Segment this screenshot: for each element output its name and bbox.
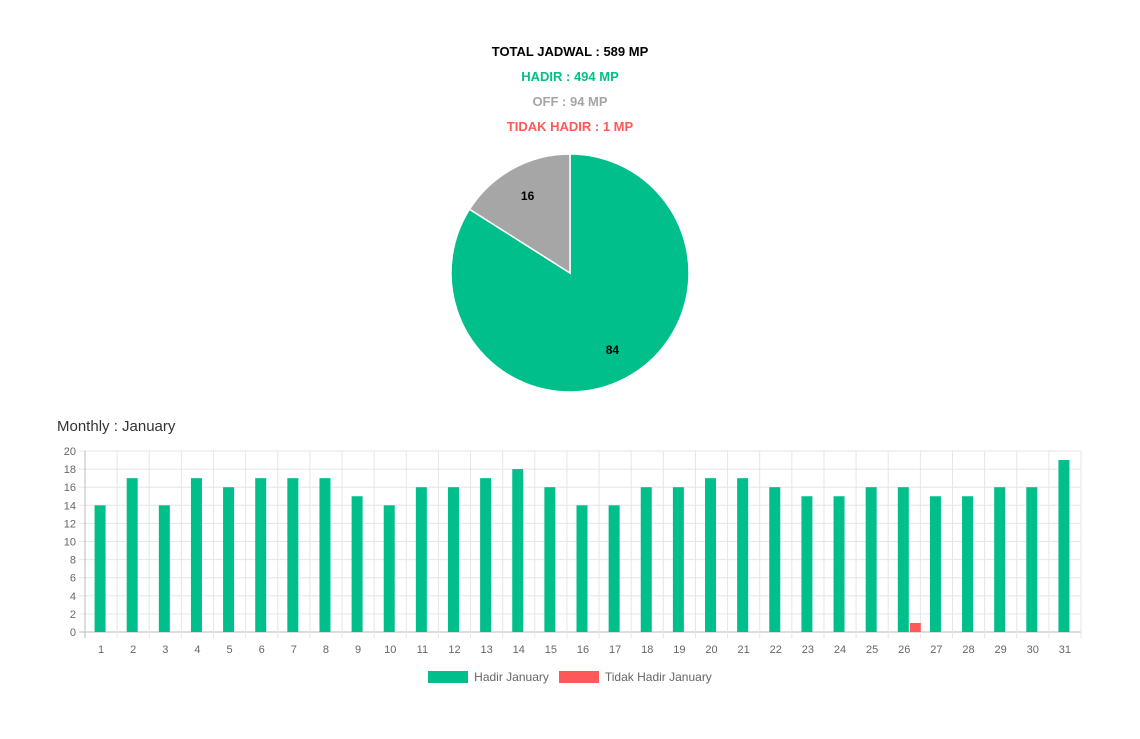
x-tick-label: 6 — [259, 644, 265, 656]
bar-hadir[interactable] — [929, 496, 941, 632]
x-tick-label: 5 — [227, 644, 233, 656]
bar-hadir[interactable] — [480, 478, 492, 632]
x-tick-label: 3 — [162, 644, 168, 656]
bar-hadir[interactable] — [865, 487, 877, 632]
bar-hadir[interactable] — [287, 478, 299, 632]
bar-hadir[interactable] — [897, 487, 909, 632]
bar-hadir[interactable] — [544, 487, 556, 632]
x-tick-label: 4 — [194, 644, 200, 656]
bar-hadir[interactable] — [962, 496, 974, 632]
x-tick-label: 8 — [323, 644, 329, 656]
y-tick-label: 8 — [70, 555, 76, 567]
x-tick-label: 12 — [448, 644, 460, 656]
legend-swatch-hadir — [428, 671, 469, 683]
y-tick-label: 2 — [70, 609, 76, 621]
y-tick-label: 10 — [64, 537, 76, 549]
x-tick-label: 17 — [609, 644, 621, 656]
y-tick-label: 4 — [70, 591, 76, 603]
y-tick-label: 16 — [64, 482, 76, 494]
bar-hadir[interactable] — [255, 478, 267, 632]
x-tick-label: 16 — [577, 644, 589, 656]
summary-hadir: HADIR : 494 MP — [521, 69, 619, 84]
x-tick-label: 30 — [1027, 644, 1039, 656]
x-tick-label: 1 — [98, 644, 104, 656]
bar-hadir[interactable] — [608, 505, 620, 632]
x-tick-label: 10 — [384, 644, 396, 656]
bar-hadir[interactable] — [126, 478, 138, 632]
x-tick-label: 2 — [130, 644, 136, 656]
legend-swatch-tidak-hadir — [558, 671, 599, 683]
legend-label-tidak-hadir: Tidak Hadir January — [604, 670, 712, 684]
summary-total: TOTAL JADWAL : 589 MP — [491, 44, 649, 59]
x-tick-label: 22 — [770, 644, 782, 656]
x-tick-label: 20 — [705, 644, 717, 656]
bar-hadir[interactable] — [994, 487, 1006, 632]
pie-slice-1[interactable] — [468, 153, 571, 275]
bar-hadir[interactable] — [415, 487, 427, 632]
x-tick-label: 28 — [962, 644, 974, 656]
bar-hadir[interactable] — [1026, 487, 1038, 632]
legend-label-hadir: Hadir January — [474, 670, 549, 684]
y-tick-label: 14 — [64, 500, 76, 512]
bar-hadir[interactable] — [769, 487, 781, 632]
bar-hadir[interactable] — [737, 478, 749, 632]
x-tick-label: 26 — [898, 644, 910, 656]
bar-legend: Hadir January Tidak Hadir January — [0, 670, 1140, 684]
bar-hadir[interactable] — [319, 478, 331, 632]
bar-tidak-hadir[interactable] — [909, 622, 921, 632]
x-tick-label: 14 — [513, 644, 525, 656]
x-tick-label: 23 — [802, 644, 814, 656]
x-tick-label: 24 — [834, 644, 846, 656]
bar-hadir[interactable] — [672, 487, 684, 632]
y-tick-label: 12 — [64, 518, 76, 530]
x-tick-label: 21 — [738, 644, 750, 656]
pie-chart: 84 16 — [450, 153, 690, 393]
bar-hadir[interactable] — [223, 487, 235, 632]
x-tick-label: 29 — [995, 644, 1007, 656]
bar-hadir[interactable] — [512, 469, 524, 632]
monthly-title: Monthly : January — [57, 418, 176, 435]
pie-label-0: 84 — [606, 343, 620, 357]
legend-item-tidak-hadir[interactable]: Tidak Hadir January — [558, 670, 712, 684]
y-tick-label: 18 — [64, 464, 76, 476]
bar-hadir[interactable] — [94, 505, 106, 632]
bar-hadir[interactable] — [576, 505, 588, 632]
bar-hadir[interactable] — [833, 496, 845, 632]
bar-hadir[interactable] — [1058, 460, 1070, 632]
pie-label-1: 16 — [521, 189, 535, 203]
bar-hadir[interactable] — [447, 487, 459, 632]
summary-tidak-hadir: TIDAK HADIR : 1 MP — [506, 119, 634, 134]
x-tick-label: 31 — [1059, 644, 1071, 656]
x-tick-label: 13 — [480, 644, 492, 656]
bar-hadir[interactable] — [801, 496, 813, 632]
bar-hadir[interactable] — [158, 505, 170, 632]
x-tick-label: 11 — [417, 644, 428, 656]
x-tick-label: 15 — [545, 644, 557, 656]
x-tick-label: 18 — [641, 644, 653, 656]
x-tick-label: 25 — [866, 644, 878, 656]
bar-hadir[interactable] — [351, 496, 363, 632]
bar-hadir[interactable] — [705, 478, 717, 632]
x-tick-label: 27 — [930, 644, 942, 656]
y-tick-label: 6 — [70, 573, 76, 585]
x-tick-label: 19 — [673, 644, 685, 656]
x-tick-label: 7 — [291, 644, 297, 656]
y-tick-label: 20 — [64, 446, 76, 458]
summary-off: OFF : 94 MP — [532, 94, 608, 109]
bar-hadir[interactable] — [383, 505, 395, 632]
y-tick-label: 0 — [70, 627, 76, 639]
legend-item-hadir[interactable]: Hadir January — [428, 670, 549, 684]
bar-hadir[interactable] — [640, 487, 652, 632]
bar-hadir[interactable] — [190, 478, 202, 632]
x-tick-label: 9 — [355, 644, 361, 656]
